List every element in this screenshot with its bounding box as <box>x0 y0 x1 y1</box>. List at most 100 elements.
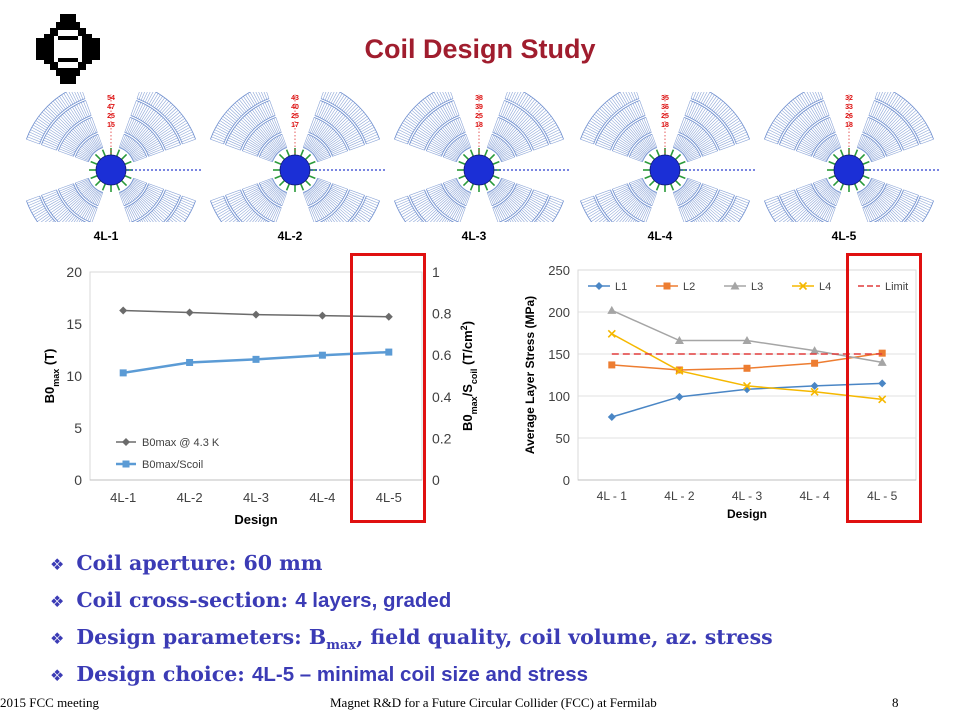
y2-axis-title: B0max/Scoil (T/cm2) <box>459 321 479 431</box>
data-point <box>607 413 616 421</box>
coil-label: 4L-5 <box>831 229 857 243</box>
x-tick-label: 4L - 2 <box>664 489 695 503</box>
diamond-bullet-icon: ❖ <box>50 592 65 611</box>
turn-count-label: 38 <box>475 95 483 102</box>
turn-count-label: 18 <box>661 122 669 129</box>
turn-count-label: 40 <box>291 104 299 111</box>
coil-layer <box>409 100 549 222</box>
turn-count-label: 18 <box>845 122 853 129</box>
data-point <box>810 381 819 390</box>
coil-label: 4L-4 <box>647 229 673 243</box>
turn-count-label: 17 <box>291 122 299 129</box>
legend: B0max @ 4.3 K B0max/Scoil <box>116 437 220 471</box>
data-point <box>675 366 684 375</box>
coil-diagram <box>394 92 570 222</box>
y-tick-label: 15 <box>66 316 82 332</box>
y2-tick-label: 0.4 <box>432 389 452 405</box>
coil-layer <box>74 133 148 207</box>
coil-layer <box>779 100 919 222</box>
coil-layer <box>225 100 365 222</box>
y-axis-title: Average Layer Stress (MPa) <box>523 296 537 454</box>
x-tick-label: 4L - 5 <box>867 489 898 503</box>
diamond-bullet-icon: ❖ <box>50 666 65 685</box>
data-point <box>607 329 616 338</box>
coil-layer <box>242 117 348 222</box>
y2-tick-label: 0.6 <box>432 347 452 363</box>
series-b0max-4-3-k <box>119 306 393 321</box>
turn-count-label: 18 <box>475 122 483 129</box>
coil-layer <box>258 133 332 207</box>
y-tick-label: 0 <box>74 472 82 488</box>
legend-label: L1 <box>615 281 627 293</box>
coil-diagram <box>580 92 756 222</box>
coil-layer <box>628 133 702 207</box>
coil-label: 4L-3 <box>461 229 487 243</box>
data-point <box>878 379 887 388</box>
data-point <box>318 311 327 320</box>
legend-label: B0max @ 4.3 K <box>142 437 220 449</box>
diamond-bullet-icon: ❖ <box>50 629 65 648</box>
series-l2 <box>608 349 886 374</box>
footer-page-number: 8 <box>892 695 899 710</box>
data-point <box>119 306 128 315</box>
fermilab-logo <box>36 14 100 84</box>
coil-diagram <box>210 92 386 222</box>
aperture-circle <box>649 154 681 186</box>
bullet-list: ❖ Coil aperture: 60 mm ❖ Coil cross-sectio… <box>50 548 773 696</box>
data-point <box>811 359 819 367</box>
data-point <box>742 336 752 345</box>
turn-count-label: 35 <box>661 95 669 102</box>
x-tick-label: 4L - 4 <box>799 489 830 503</box>
data-point <box>252 355 260 363</box>
aperture-circle <box>95 154 127 186</box>
data-point <box>119 369 127 377</box>
coil-layer <box>764 92 934 222</box>
data-point <box>675 392 684 401</box>
y-tick-label: 0 <box>563 473 570 488</box>
legend-marker <box>122 438 130 446</box>
y2-tick-label: 0 <box>432 472 440 488</box>
data-point <box>384 312 393 321</box>
turn-count-label: 25 <box>661 113 669 120</box>
coil-layer <box>26 92 196 222</box>
data-point <box>185 308 194 317</box>
coil-diagram <box>26 92 202 222</box>
slide-title: Coil Design Study <box>364 34 596 64</box>
coil-layer <box>41 100 181 222</box>
y-tick-label: 250 <box>548 263 570 278</box>
turn-count-label: 33 <box>845 104 853 111</box>
coil-diagram <box>764 92 940 222</box>
legend-label: L2 <box>683 281 695 293</box>
bullet-item: ❖ Coil cross-section: 4 layers, graded <box>50 588 452 612</box>
x-tick-label: 4L - 1 <box>597 489 628 503</box>
coil-layer <box>812 133 886 207</box>
y2-tick-label: 0.2 <box>432 430 452 446</box>
x-axis-title: Design <box>234 512 277 527</box>
legend-label: B0max/Scoil <box>142 459 203 471</box>
data-point <box>810 387 819 396</box>
y-tick-label: 100 <box>548 389 570 404</box>
legend-marker <box>595 282 603 290</box>
turn-count-label: 26 <box>845 113 853 120</box>
turn-count-label: 47 <box>107 104 115 111</box>
y-tick-label: 50 <box>556 431 570 446</box>
turn-count-label: 25 <box>107 113 115 120</box>
series-l4 <box>607 329 887 404</box>
data-point <box>608 361 616 369</box>
legend-marker <box>663 282 671 290</box>
coil-layer <box>58 117 164 222</box>
data-point <box>877 357 887 366</box>
turn-count-label: 39 <box>475 104 483 111</box>
footer-meeting: 2015 FCC meeting <box>0 695 99 710</box>
field-chart: 0 5 10 15 20 0 0.2 0.4 0.6 0.8 1 4L-1 4L-2 4L-3 4L-4 4L… <box>42 264 479 527</box>
y-tick-label: 20 <box>66 264 82 280</box>
y2-tick-label: 1 <box>432 264 440 280</box>
y-tick-label: 10 <box>66 368 82 384</box>
footer-center: Magnet R&D for a Future Circular Collide… <box>330 695 657 710</box>
coil-label: 4L-2 <box>277 229 303 243</box>
bullet-item: ❖ Design choice: 4L-5 – minimal coil size… <box>50 662 589 686</box>
data-point <box>252 310 260 319</box>
coil-layer <box>612 117 718 222</box>
coil-layer <box>595 100 735 222</box>
legend-marker <box>122 460 130 468</box>
